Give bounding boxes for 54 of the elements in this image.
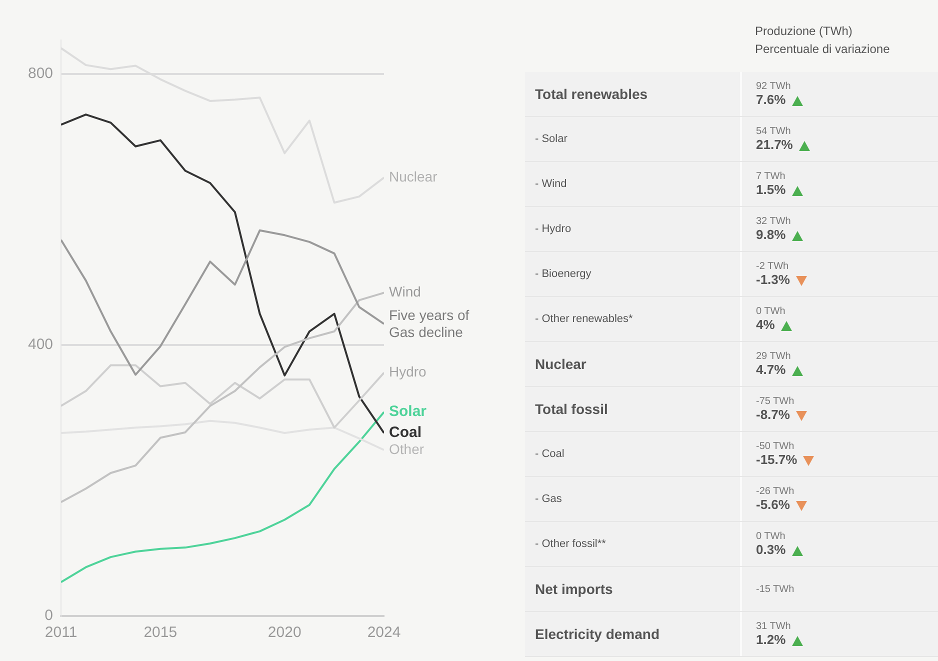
series-label: Solar [389, 403, 427, 420]
series-label: Hydro [389, 364, 427, 380]
data-label: -8.7% [756, 407, 791, 422]
category-label: - Other renewables* [534, 312, 634, 327]
category-label: Electricity demand [534, 625, 660, 644]
data-label: -75 TWh [756, 396, 796, 407]
y-tick-label: 800 [28, 65, 54, 82]
data-label: -15.7% [756, 452, 798, 467]
category-label: Total renewables [534, 85, 649, 104]
data-label: -26 TWh [756, 486, 796, 497]
data-label: -50 TWh [756, 441, 796, 452]
data-label: 4.7% [756, 362, 787, 377]
data-label: 29 TWh [756, 351, 792, 362]
data-label: 0 TWh [756, 306, 786, 317]
category-label: - Hydro [534, 222, 572, 237]
series-label: Five years of Gas decline [389, 306, 470, 340]
category-label: Total fossil [534, 400, 609, 419]
x-tick-label: 2020 [268, 624, 302, 642]
text: Percentuale di variazione [755, 41, 891, 58]
data-label: 31 TWh [756, 621, 792, 632]
category-label: - Other fossil** [534, 537, 607, 552]
data-label: -1.3% [756, 272, 791, 287]
category-label: Nuclear [534, 355, 588, 374]
data-label: 0 TWh [756, 531, 786, 542]
category-label: - Wind [534, 177, 568, 192]
data-label: -5.6% [756, 497, 791, 512]
data-label: 9.8% [756, 227, 787, 242]
category-label: Net imports [534, 580, 614, 599]
data-label: -2 TWh [756, 261, 790, 272]
category-label: - Bioenergy [534, 267, 592, 282]
data-label: 54 TWh [756, 126, 792, 137]
x-tick-label: 2024 [367, 624, 401, 642]
series-label: Coal [389, 424, 422, 442]
category-label: - Gas [534, 492, 563, 507]
data-label: 1.5% [756, 182, 787, 197]
data-label: 21.7% [756, 137, 794, 152]
y-tick-label: 400 [28, 336, 54, 354]
x-tick-label: 2011 [44, 624, 78, 642]
x-tick-label: 2015 [144, 624, 178, 642]
series-label: Nuclear [389, 168, 438, 184]
data-label: 32 TWh [756, 216, 792, 227]
data-label: 92 TWh [756, 81, 792, 92]
data-label: 0.3% [756, 542, 787, 557]
text: Produzione (TWh) [755, 23, 854, 40]
series-label: Wind [389, 284, 421, 300]
category-label: - Coal [534, 447, 566, 462]
data-label: 4% [756, 317, 776, 332]
y-tick-label: 0 [44, 607, 54, 624]
data-label: 7.6% [756, 92, 787, 107]
data-label: 1.2% [756, 632, 787, 647]
data-label: 7 TWh [756, 171, 786, 182]
category-label: - Solar [534, 132, 568, 147]
data-label: -15 TWh [756, 584, 796, 594]
series-label: Other [389, 440, 424, 457]
